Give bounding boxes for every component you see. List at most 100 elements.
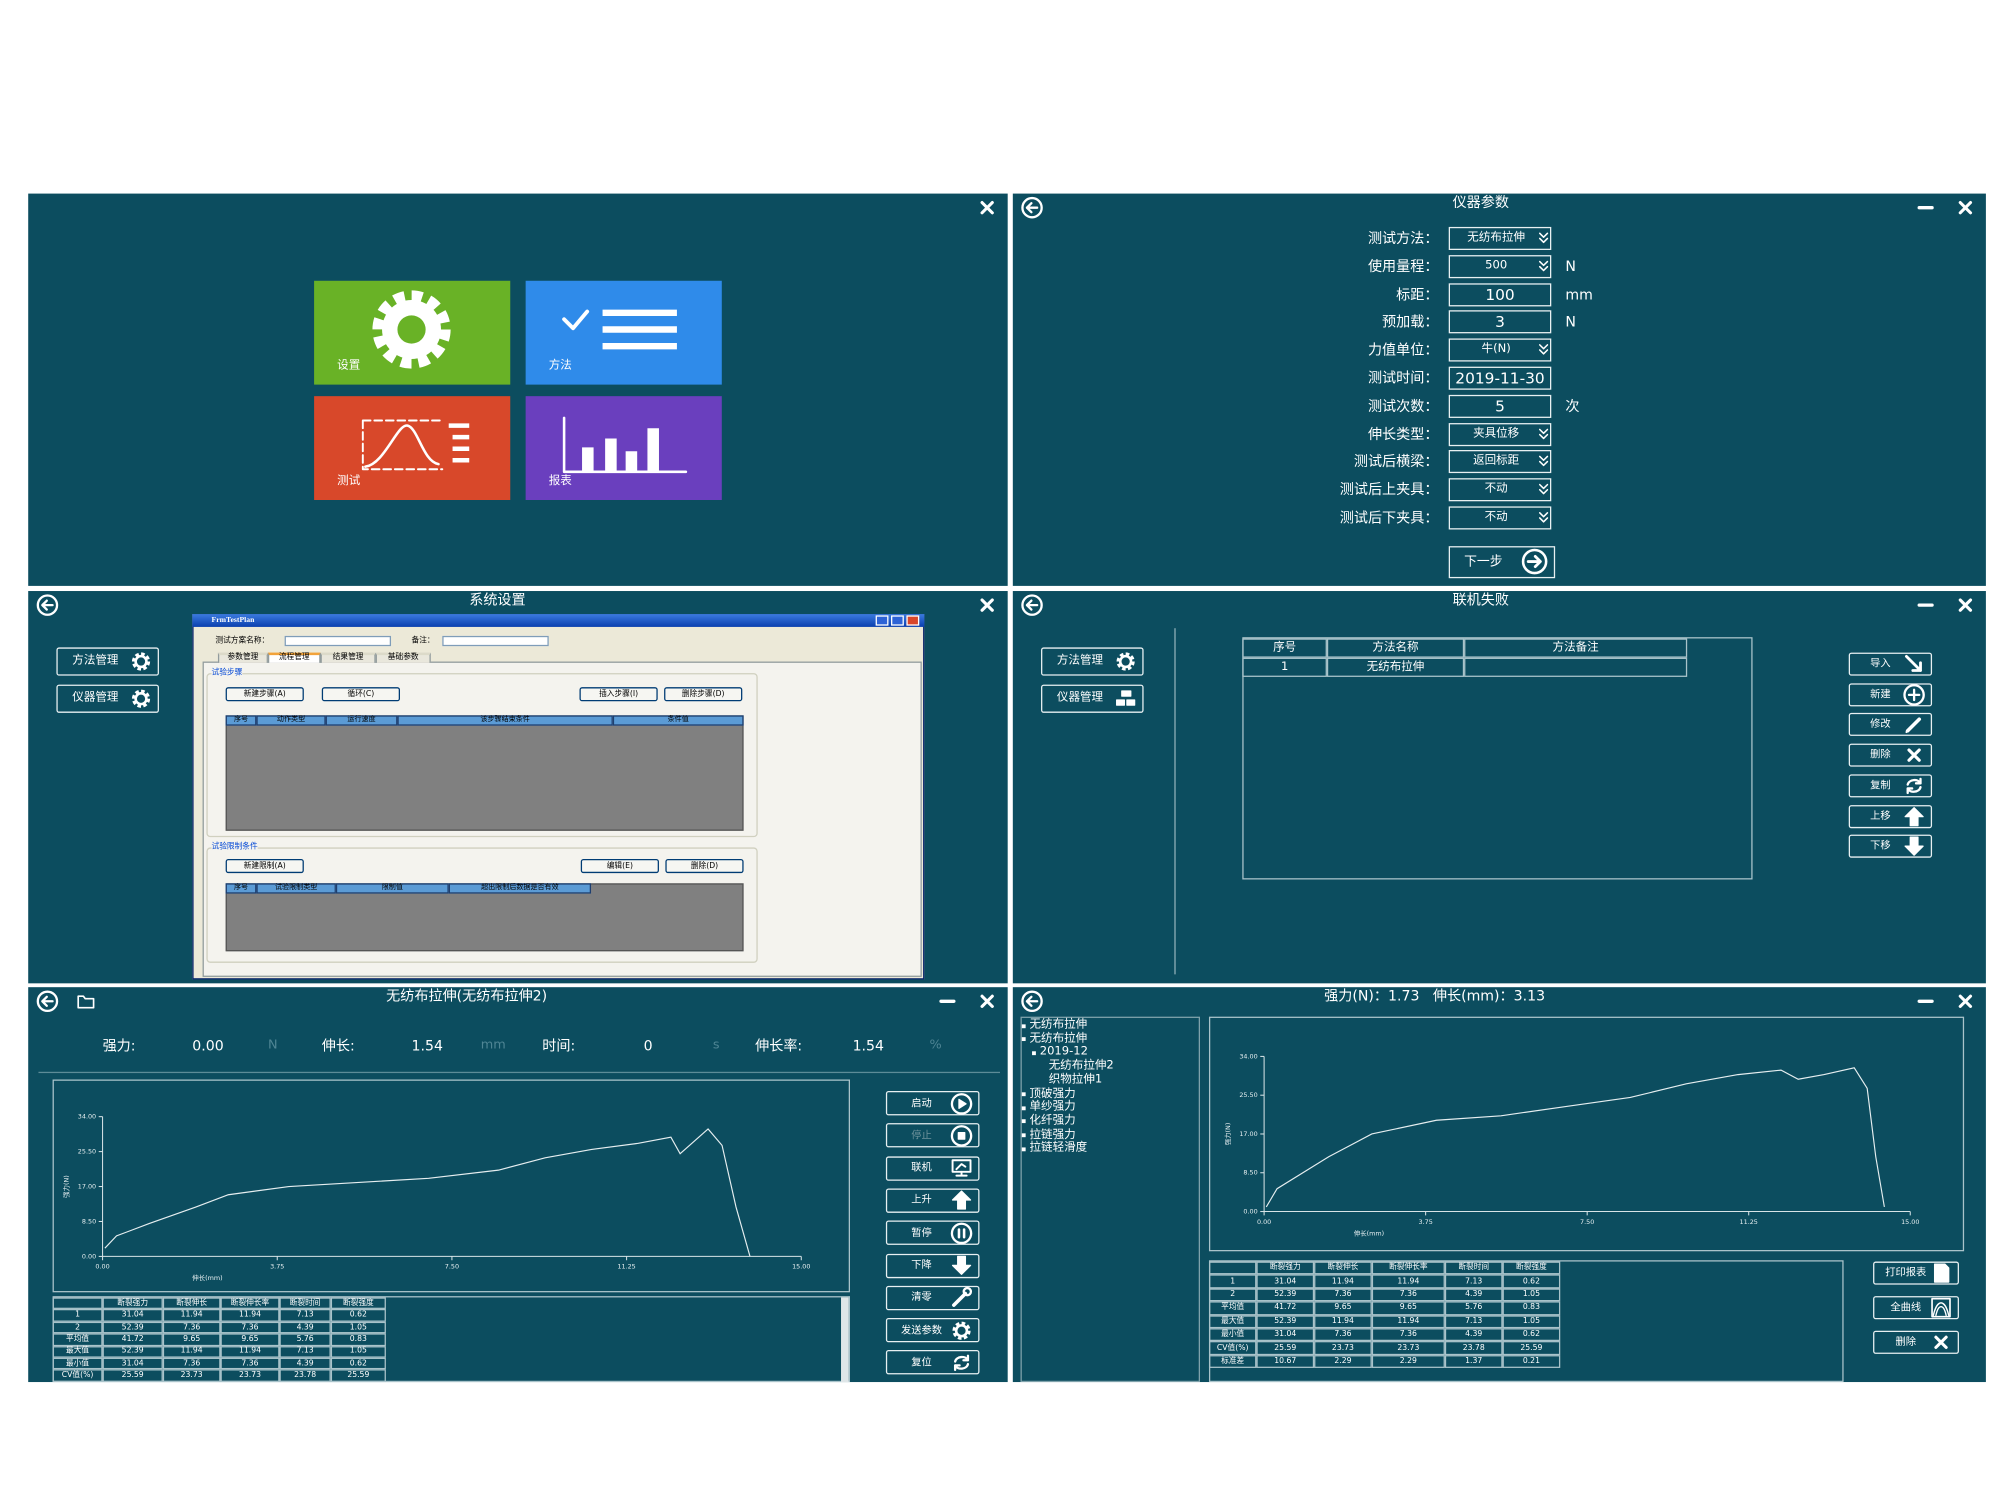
field-input[interactable]: [1448, 506, 1552, 530]
button[interactable]: [665, 858, 744, 874]
tab[interactable]: [320, 652, 376, 663]
table-header-cell: [1326, 638, 1465, 658]
button[interactable]: [1848, 804, 1933, 828]
icon-shape: [980, 598, 994, 612]
button[interactable]: [1848, 743, 1933, 767]
table-cell: [52, 1333, 103, 1346]
table-cell-text: 4.39: [1465, 1289, 1483, 1299]
field-input[interactable]: [1448, 478, 1552, 502]
tab-label: 结果管理: [332, 652, 364, 662]
table-cell-text: 7.36: [1399, 1289, 1417, 1299]
group-box: [206, 673, 758, 838]
gear-hole: [397, 315, 426, 344]
button[interactable]: [1041, 647, 1144, 676]
tree-bullet: [1021, 1023, 1026, 1028]
field-value: 100: [1485, 285, 1515, 304]
table-cell-text: 11.94: [1397, 1316, 1420, 1326]
field-value: 不动: [1484, 482, 1508, 496]
button[interactable]: [885, 1253, 980, 1278]
button[interactable]: [885, 1220, 980, 1246]
button[interactable]: [1873, 1296, 1959, 1320]
button[interactable]: [321, 687, 400, 702]
column-header: 断裂强度: [342, 1298, 374, 1308]
field-input[interactable]: [1448, 366, 1552, 390]
tree-item[interactable]: 拉链轻滑度: [1029, 1142, 1088, 1155]
table-cell: [1371, 1288, 1445, 1302]
table-cell: [1314, 1328, 1372, 1342]
button[interactable]: [1041, 684, 1144, 713]
button[interactable]: [225, 687, 304, 702]
button[interactable]: [1848, 834, 1933, 858]
table-cell-text: 1.05: [349, 1346, 367, 1356]
button[interactable]: [885, 1155, 980, 1181]
field-input[interactable]: [1448, 226, 1552, 250]
button[interactable]: [1848, 774, 1933, 798]
button[interactable]: [885, 1123, 980, 1148]
button[interactable]: [885, 1285, 980, 1310]
tree-item[interactable]: 拉链强力: [1029, 1128, 1076, 1142]
field-input[interactable]: [1448, 394, 1552, 418]
button[interactable]: [1848, 652, 1933, 676]
tree-bullet: [1032, 1051, 1036, 1055]
button[interactable]: [580, 858, 659, 874]
window-control[interactable]: [891, 615, 904, 626]
button[interactable]: [56, 647, 159, 676]
icon-cross: [1934, 1335, 1948, 1349]
tree-item[interactable]: 无纺布拉伸2: [1048, 1059, 1114, 1073]
y-tick-label: 8.50: [1243, 1169, 1257, 1177]
table-cell-text: 2: [75, 1322, 81, 1332]
dropdown-arrow: [1538, 344, 1549, 355]
button[interactable]: [664, 687, 743, 702]
field-input[interactable]: [1448, 422, 1552, 446]
button[interactable]: [56, 684, 159, 713]
window-control[interactable]: [906, 615, 920, 626]
button[interactable]: [579, 687, 658, 702]
table-header-cell: [220, 1297, 280, 1310]
tree-item[interactable]: 2019-12: [1039, 1046, 1088, 1059]
tile[interactable]: [314, 396, 511, 500]
field-input[interactable]: [1448, 310, 1552, 334]
tree-item[interactable]: 织物拉伸1: [1048, 1073, 1103, 1087]
field-input[interactable]: [1448, 450, 1552, 474]
button[interactable]: [885, 1318, 980, 1343]
table-cell-text: 1.05: [349, 1322, 367, 1332]
next-button[interactable]: [1448, 546, 1556, 579]
field-input[interactable]: [1448, 282, 1552, 306]
text-input[interactable]: [284, 635, 392, 647]
tree-item[interactable]: 化纤强力: [1029, 1114, 1076, 1128]
text-input[interactable]: [442, 635, 549, 647]
button[interactable]: [885, 1091, 980, 1116]
dropdown-arrow: [1538, 484, 1549, 495]
field-label: 测试后下夹具：: [1339, 509, 1439, 527]
table-cell-text: 11.94: [180, 1310, 203, 1320]
button[interactable]: [225, 858, 304, 874]
button[interactable]: [1873, 1330, 1959, 1354]
table-cell: [52, 1321, 103, 1334]
chart-frame: [52, 1079, 850, 1293]
button[interactable]: [885, 1350, 980, 1375]
button[interactable]: [885, 1188, 980, 1213]
table-cell: [330, 1369, 386, 1382]
button[interactable]: [1873, 1261, 1959, 1285]
window-control[interactable]: [875, 615, 889, 626]
button[interactable]: [1848, 713, 1933, 737]
tile[interactable]: [525, 396, 722, 500]
icon-gear: [1116, 652, 1135, 671]
tree-item[interactable]: 顶破强力: [1029, 1087, 1076, 1100]
tree-item[interactable]: 无纺布拉伸: [1029, 1018, 1088, 1032]
icon-pause: [950, 1222, 973, 1244]
field-input[interactable]: [1448, 254, 1552, 278]
tree-bullet: [1021, 1147, 1026, 1152]
button-label: 发送参数: [900, 1323, 942, 1336]
x-tick-label: 11.25: [1740, 1218, 1758, 1226]
tree-item[interactable]: 单纱强力: [1029, 1100, 1076, 1114]
tab[interactable]: [267, 652, 321, 663]
field-input[interactable]: [1448, 338, 1552, 362]
tab[interactable]: [217, 652, 268, 663]
icon-shape: [1934, 1335, 1948, 1349]
tab[interactable]: [375, 652, 431, 663]
button[interactable]: [1848, 682, 1933, 707]
column-header: 方法备注: [1552, 641, 1599, 654]
tree-item[interactable]: 无纺布拉伸: [1029, 1032, 1088, 1046]
button-label: 停止: [911, 1129, 932, 1141]
